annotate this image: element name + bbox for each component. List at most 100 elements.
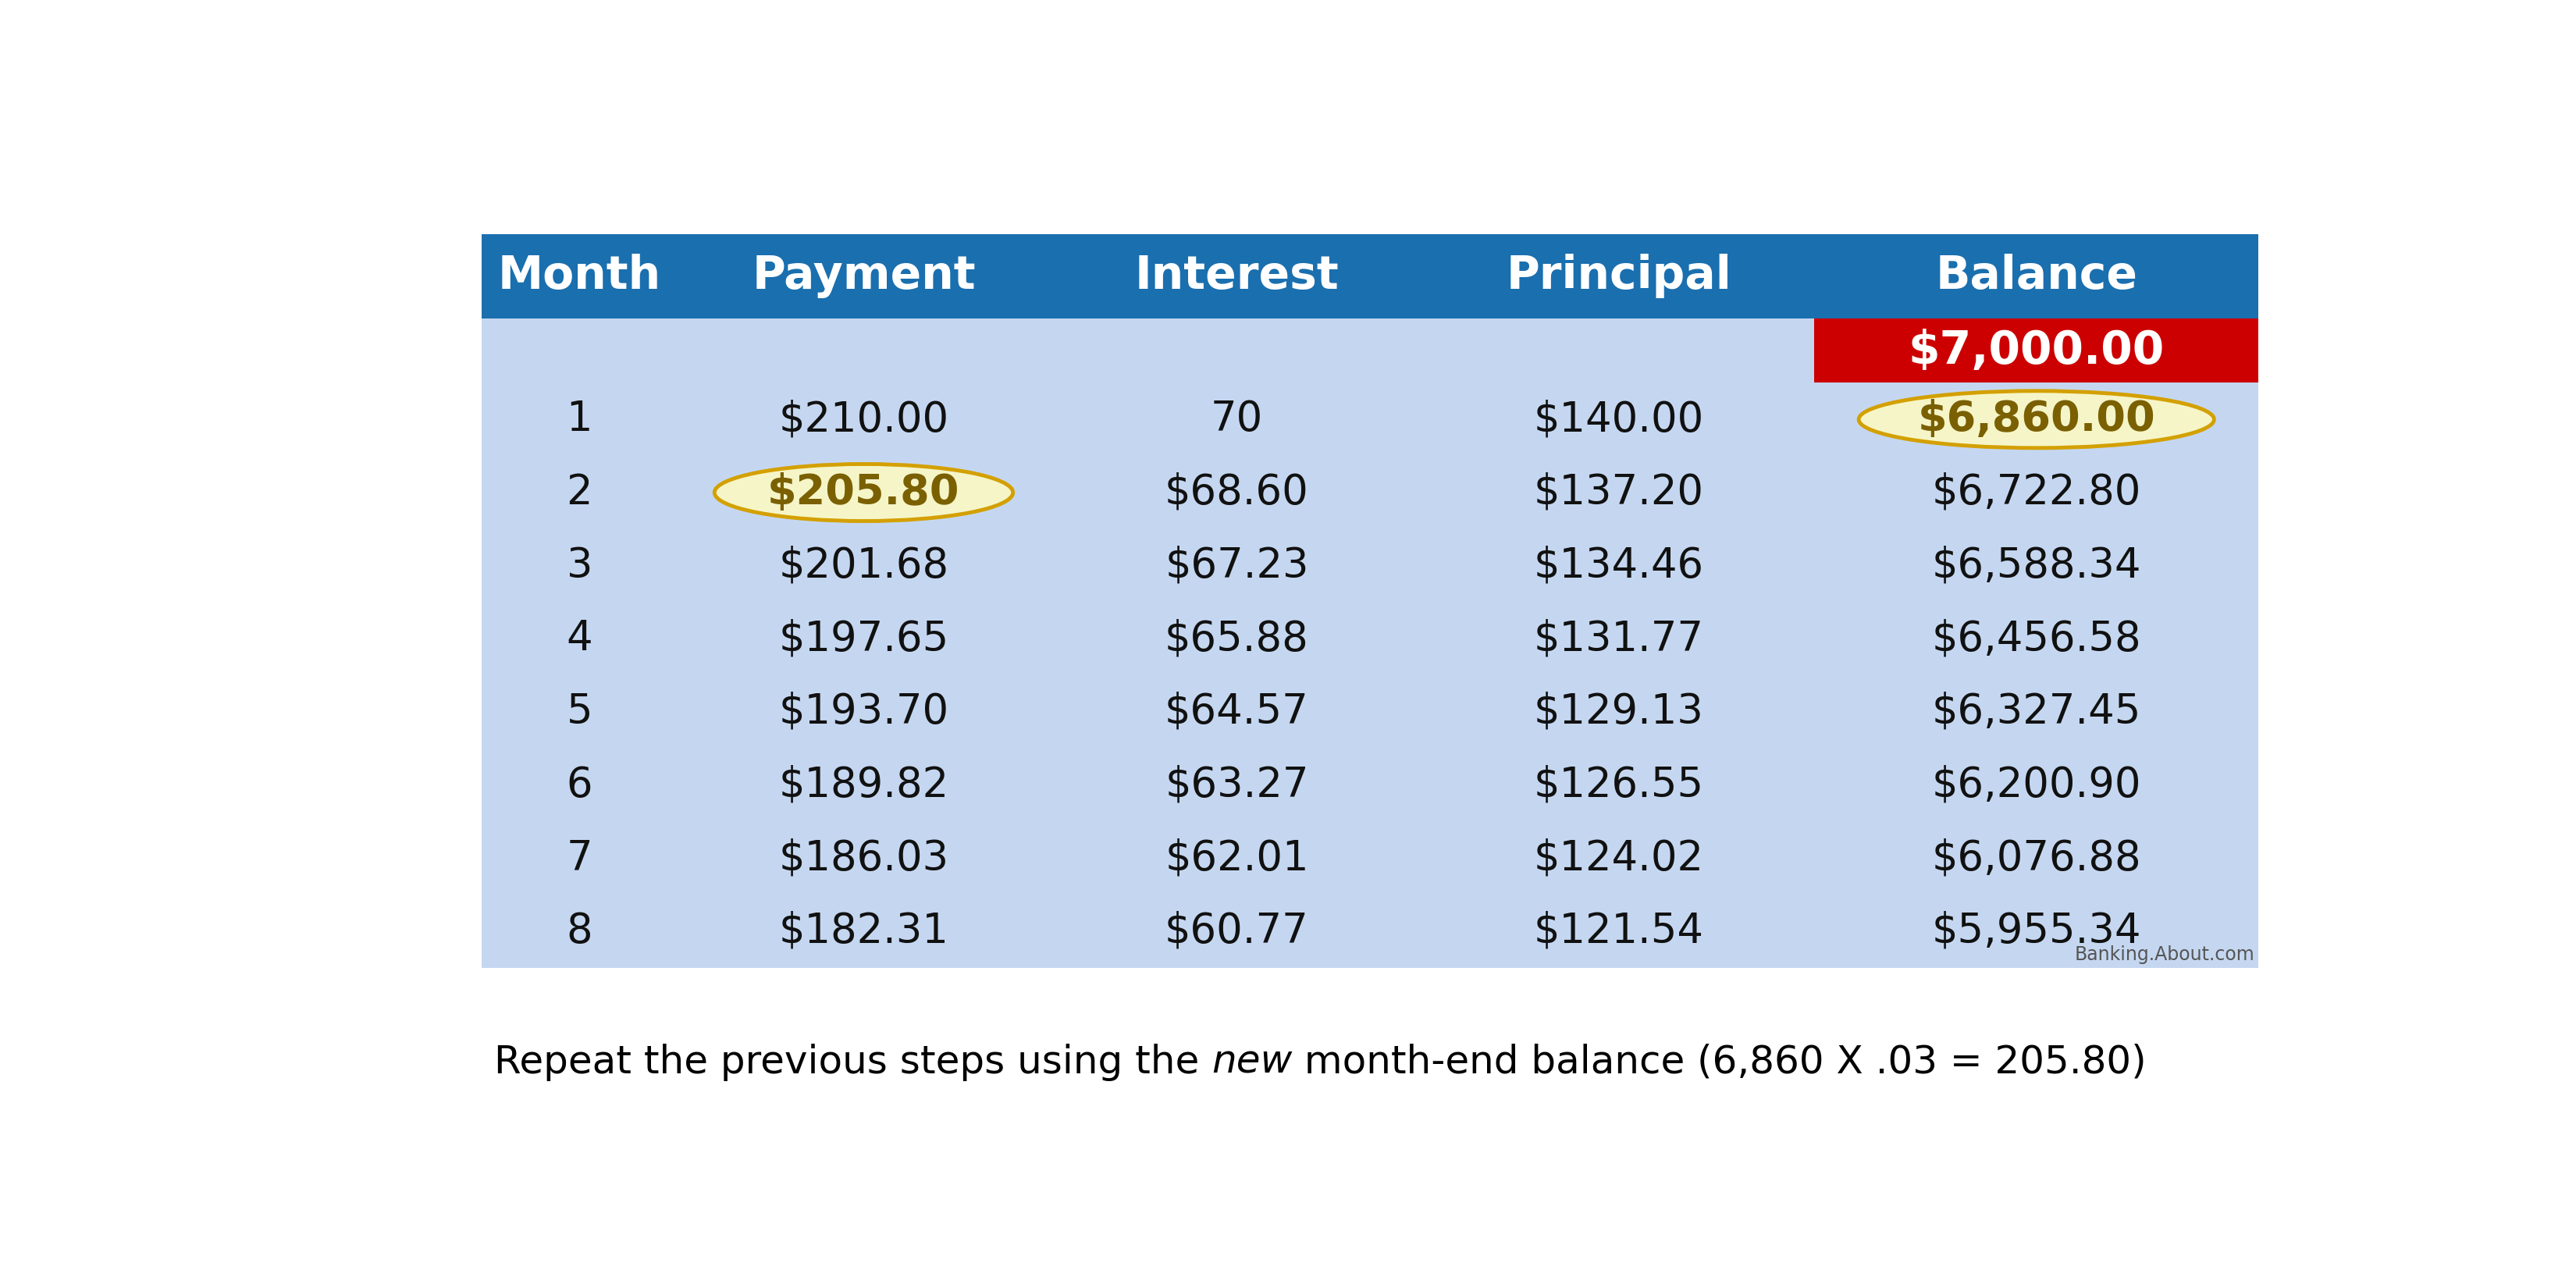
Text: $6,722.80: $6,722.80 [1932,473,2141,513]
Bar [677,603,1051,675]
Bar [1814,603,2259,675]
Bar [1051,822,1425,895]
Bar [677,822,1051,895]
Text: $121.54: $121.54 [1533,911,1703,952]
Text: $6,456.58: $6,456.58 [1932,618,2141,659]
Bar [677,456,1051,529]
Bar [1814,456,2259,529]
Bar [1814,383,2259,456]
Bar [1814,675,2259,748]
Bar [1051,603,1425,675]
Text: Month: Month [497,254,662,299]
Bar [1425,748,1814,822]
Bar [1051,383,1425,456]
Bar [1814,234,2259,318]
Text: $62.01: $62.01 [1164,837,1309,878]
Bar [677,234,1051,318]
Text: $134.46: $134.46 [1533,545,1703,586]
Text: $186.03: $186.03 [778,837,948,878]
Bar [1051,318,1425,383]
Bar [677,895,1051,967]
Bar [482,318,677,383]
Text: 5: 5 [567,692,592,732]
Text: $129.13: $129.13 [1533,692,1703,732]
Text: $189.82: $189.82 [778,765,948,805]
Bar [1051,529,1425,603]
Text: $124.02: $124.02 [1533,837,1703,878]
Bar [1425,234,1814,318]
Bar [482,603,677,675]
Bar [1425,456,1814,529]
Bar [1425,529,1814,603]
Bar [482,456,677,529]
Bar [482,822,677,895]
Text: new: new [1211,1043,1293,1081]
Bar [1051,675,1425,748]
Text: 1: 1 [567,399,592,439]
Text: $126.55: $126.55 [1533,765,1703,805]
Text: 4: 4 [567,618,592,659]
Bar [482,675,677,748]
Text: 2: 2 [567,473,592,513]
Text: $65.88: $65.88 [1164,618,1309,659]
Text: $60.77: $60.77 [1164,911,1309,952]
Ellipse shape [1860,392,2215,448]
Text: $197.65: $197.65 [778,618,948,659]
Text: $7,000.00: $7,000.00 [1909,328,2164,372]
Text: 3: 3 [567,545,592,586]
Bar [1814,529,2259,603]
Text: Payment: Payment [752,254,976,299]
Bar [1051,895,1425,967]
Text: Repeat the previous steps using the: Repeat the previous steps using the [495,1043,1211,1081]
Text: $6,200.90: $6,200.90 [1932,765,2141,805]
Bar [1425,603,1814,675]
Text: $67.23: $67.23 [1164,545,1309,586]
Bar [482,748,677,822]
Bar [1051,748,1425,822]
Text: $68.60: $68.60 [1164,473,1309,513]
Bar [482,383,677,456]
Text: 7: 7 [567,837,592,878]
Bar [677,383,1051,456]
Text: 6: 6 [567,765,592,805]
Text: Principal: Principal [1507,254,1731,299]
Text: 8: 8 [567,911,592,952]
Text: $201.68: $201.68 [778,545,948,586]
Bar [1814,895,2259,967]
Text: $205.80: $205.80 [768,473,961,513]
Text: $5,955.34: $5,955.34 [1932,911,2141,952]
Text: $193.70: $193.70 [778,692,948,732]
Text: $6,588.34: $6,588.34 [1932,545,2141,586]
Text: $210.00: $210.00 [778,399,948,439]
Text: $131.77: $131.77 [1533,618,1703,659]
Bar [677,748,1051,822]
Text: $63.27: $63.27 [1164,765,1309,805]
Text: $137.20: $137.20 [1533,473,1703,513]
Bar [677,529,1051,603]
Text: $64.57: $64.57 [1164,692,1309,732]
Text: $6,860.00: $6,860.00 [1917,399,2156,439]
Bar [1051,234,1425,318]
Text: Interest: Interest [1133,254,1340,299]
Text: Banking.About.com: Banking.About.com [2074,945,2254,963]
Text: Balance: Balance [1935,254,2138,299]
Text: $182.31: $182.31 [778,911,948,952]
Bar [1425,318,1814,383]
Bar [482,529,677,603]
Bar [1425,822,1814,895]
Bar [482,895,677,967]
Text: $6,076.88: $6,076.88 [1932,837,2141,878]
Ellipse shape [714,464,1012,522]
Bar [1425,383,1814,456]
Text: $6,327.45: $6,327.45 [1932,692,2141,732]
Bar [1425,675,1814,748]
Bar [677,675,1051,748]
Bar [1051,456,1425,529]
Bar [1814,748,2259,822]
Bar [482,234,677,318]
Text: month-end balance (6,860 X .03 = 205.80): month-end balance (6,860 X .03 = 205.80) [1293,1043,2146,1081]
Bar [677,318,1051,383]
Bar [1425,895,1814,967]
Bar [1814,822,2259,895]
Bar [1814,318,2259,383]
